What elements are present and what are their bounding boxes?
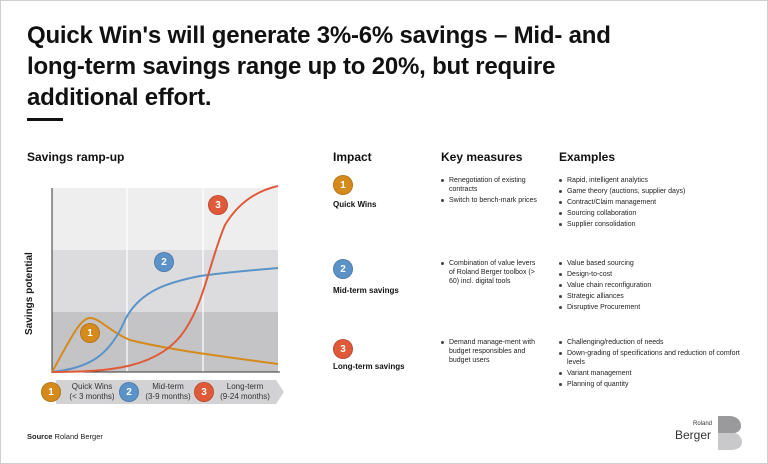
phase-marker-3: 3 [194, 382, 214, 402]
examples-list-3: Challenging/reduction of needs Down-grad… [559, 338, 744, 391]
logo-berger: Berger [675, 428, 712, 442]
source-prefix: Source [27, 432, 53, 441]
row-marker-1: 1 [333, 175, 353, 195]
phase-label-quick-wins: Quick Wins (< 3 months) [62, 382, 122, 402]
phase-name-2: Mid-term [152, 382, 184, 391]
list-item: Value based sourcing [559, 259, 744, 268]
logo-roland: Roland [693, 421, 713, 427]
impact-label-quick-wins: Quick Wins [333, 200, 377, 209]
headline-line-3: additional effort. [27, 84, 212, 111]
list-item: Renegotiation of existing contracts [441, 176, 551, 194]
phase-marker-1: 1 [41, 382, 61, 402]
curve-quick-wins [51, 316, 279, 373]
list-item: Variant management [559, 369, 744, 378]
phase-marker-2: 2 [119, 382, 139, 402]
list-item: Game theory (auctions, supplier days) [559, 187, 744, 196]
headline: Quick Win's will generate 3%-6% savings … [27, 20, 667, 113]
phase-duration-2: (3-9 months) [145, 392, 191, 401]
curve-long-term [51, 185, 279, 373]
column-header-key-measures: Key measures [441, 150, 523, 164]
key-measures-list-1: Renegotiation of existing contracts Swit… [441, 176, 551, 207]
column-header-examples: Examples [559, 150, 616, 164]
list-item: Planning of quantity [559, 380, 744, 389]
list-item: Sourcing collaboration [559, 209, 744, 218]
source-note: Source Roland Berger [27, 432, 103, 441]
curve-mid-term [51, 267, 279, 373]
impact-label-mid-term: Mid-term savings [333, 286, 399, 295]
row-marker-3: 3 [333, 339, 353, 359]
impact-label-long-term: Long-term savings [333, 362, 405, 371]
roland-berger-logo-icon [718, 416, 742, 450]
list-item: Rapid, intelligent analytics [559, 176, 744, 185]
key-measures-list-2: Combination of value levers of Roland Be… [441, 259, 541, 288]
row-marker-2: 2 [333, 259, 353, 279]
headline-line-1: Quick Win's will generate 3%-6% savings … [27, 22, 611, 49]
phase-arrow [56, 380, 284, 404]
list-item: Switch to bench-mark prices [441, 196, 551, 205]
list-item: Demand manage-ment with budget responsib… [441, 338, 546, 365]
list-item: Design-to-cost [559, 270, 744, 279]
chart-title: Savings ramp-up [27, 150, 125, 164]
phase-label-mid-term: Mid-term (3-9 months) [138, 382, 198, 402]
source-text: Roland Berger [54, 432, 103, 441]
column-header-impact: Impact [333, 150, 372, 164]
band-long-term [52, 188, 278, 250]
headline-line-2: long-term savings range up to 20%, but r… [27, 53, 556, 80]
list-item: Supplier consolidation [559, 220, 744, 229]
phase-name-3: Long-term [226, 382, 264, 391]
list-item: Strategic alliances [559, 292, 744, 301]
phase-duration-1: (< 3 months) [69, 392, 115, 401]
list-item: Combination of value levers of Roland Be… [441, 259, 541, 286]
examples-list-1: Rapid, intelligent analytics Game theory… [559, 176, 744, 231]
chart-marker-1: 1 [80, 323, 100, 343]
list-item: Contract/Claim management [559, 198, 744, 207]
phase-duration-3: (9-24 months) [220, 392, 270, 401]
chart-marker-3: 3 [208, 195, 228, 215]
list-item: Challenging/reduction of needs [559, 338, 744, 347]
list-item: Disruptive Procurement [559, 303, 744, 312]
list-item: Value chain reconfiguration [559, 281, 744, 290]
headline-underline [27, 118, 63, 121]
examples-list-2: Value based sourcing Design-to-cost Valu… [559, 259, 744, 314]
chart-marker-2: 2 [154, 252, 174, 272]
key-measures-list-3: Demand manage-ment with budget responsib… [441, 338, 546, 367]
phase-label-long-term: Long-term (9-24 months) [214, 382, 276, 402]
list-item: Down-grading of specifications and reduc… [559, 349, 744, 367]
phase-name-1: Quick Wins [71, 382, 113, 391]
